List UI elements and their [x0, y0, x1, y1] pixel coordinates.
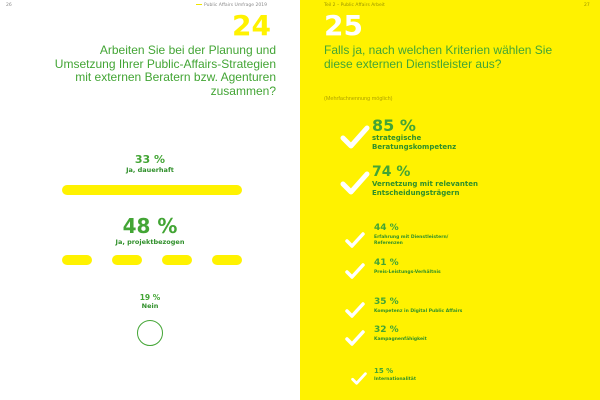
check-icon: [345, 329, 365, 347]
answer-percent: 48 %: [122, 214, 178, 238]
left-page-number: 26: [6, 3, 12, 8]
right-page-number: 27: [584, 3, 590, 8]
left-header-text: Public Affairs Umfrage 2019: [204, 3, 267, 8]
check-icon: [345, 301, 365, 319]
multiple-answers-note: (Mehrfachnennung möglich): [324, 96, 393, 102]
header-dash-icon: [196, 3, 202, 6]
criterion-percent: 41 %: [374, 258, 399, 268]
criterion-label: Vernetzung mit relevanten Entscheidungst…: [372, 180, 478, 197]
circle-icon: [137, 320, 163, 346]
right-page: Teil 2 – Public Affairs Arbeit 27 25 Fal…: [300, 0, 600, 400]
question-number-24: 24: [232, 9, 271, 42]
right-page-header: Teil 2 – Public Affairs Arbeit: [324, 3, 385, 8]
criterion-label: Kompetenz in Digital Public Affairs: [374, 309, 463, 314]
answer-label: Nein: [141, 302, 159, 310]
criterion-percent: 15 %: [374, 367, 394, 375]
check-icon: [345, 231, 365, 249]
criterion-percent: 32 %: [374, 325, 399, 335]
question-24-text: Arbeiten Sie bei der Planung und Umsetzu…: [54, 43, 276, 98]
question-number-25: 25: [324, 9, 363, 42]
criterion-label: Kampagnenfähigkeit: [374, 337, 427, 342]
answer-percent: 19 %: [139, 293, 161, 302]
answer-label: Ja, projektbezogen: [115, 238, 185, 246]
criterion-percent: 85 %: [372, 116, 416, 135]
dash-segment: [112, 255, 142, 265]
answer-dauerhaft: 33 % Ja, dauerhaft: [0, 153, 300, 175]
dashed-bar: [62, 255, 242, 265]
criterion-label: Internationalität: [374, 377, 416, 382]
criterion-label: Erfahrung mit Dienstleistern/ Referenzen: [374, 235, 449, 246]
answer-nein: 19 % Nein: [0, 293, 300, 310]
criterion-percent: 74 %: [372, 164, 411, 180]
answer-projektbezogen: 48 % Ja, projektbezogen: [0, 216, 300, 246]
check-icon: [340, 170, 370, 196]
question-25-text: Falls ja, nach welchen Kriterien wählen …: [324, 43, 553, 71]
answer-percent: 33 %: [134, 153, 166, 166]
check-icon: [340, 124, 370, 150]
answer-label: Ja, dauerhaft: [126, 166, 174, 174]
criterion-label: Preis-Leistungs-Verhältnis: [374, 270, 441, 275]
criterion-percent: 35 %: [374, 297, 399, 307]
left-page-header: Public Affairs Umfrage 2019: [196, 3, 267, 8]
check-icon: [345, 262, 365, 280]
check-icon: [351, 371, 367, 386]
criterion-percent: 44 %: [374, 223, 399, 233]
left-page: 26 Public Affairs Umfrage 2019 24 Arbeit…: [0, 3, 300, 346]
criterion-label: strategische Beratungskompetenz: [372, 134, 457, 151]
dash-segment: [62, 255, 92, 265]
dash-segment: [162, 255, 192, 265]
solid-bar: [62, 185, 242, 195]
dash-segment: [212, 255, 242, 265]
